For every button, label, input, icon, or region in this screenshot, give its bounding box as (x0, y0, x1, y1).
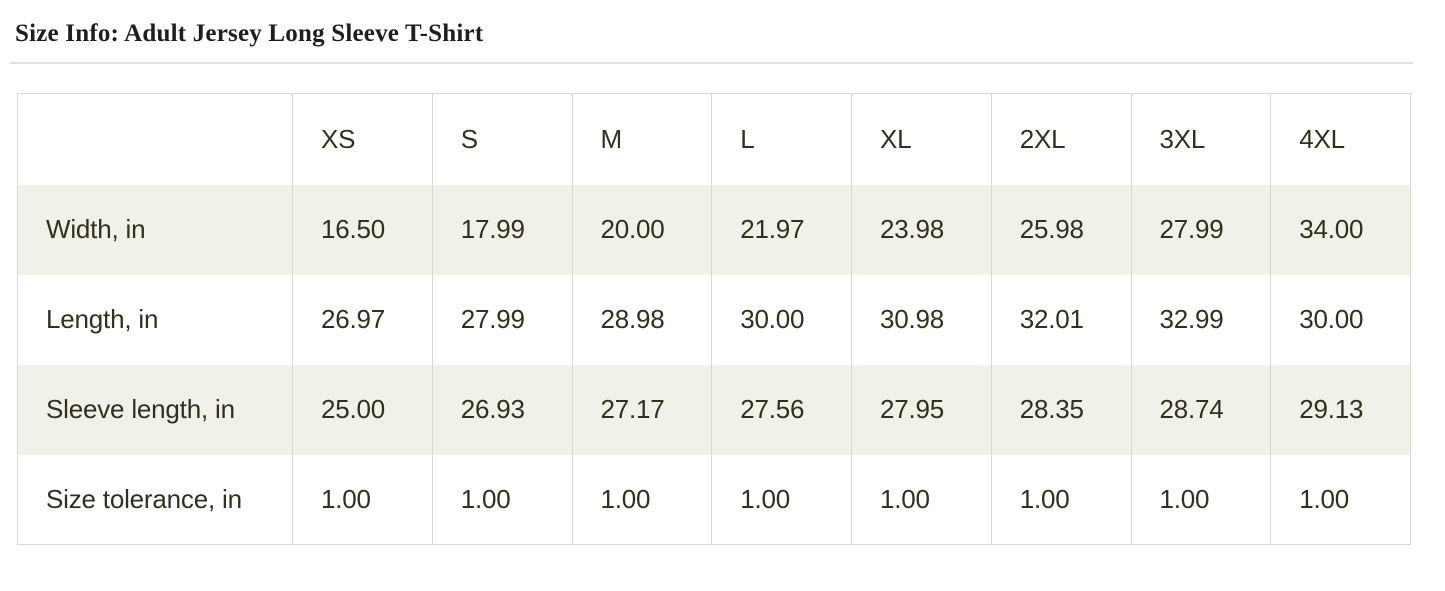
size-value-cell: 30.00 (711, 274, 852, 365)
size-info-table: XS S M L XL 2XL 3XL 4XL Width, in 16.50 … (17, 93, 1411, 546)
size-value-cell: 30.98 (851, 274, 992, 365)
size-value-cell: 1.00 (851, 454, 992, 545)
size-value-cell: 1.00 (1270, 454, 1411, 545)
size-table-container: XS S M L XL 2XL 3XL 4XL Width, in 16.50 … (17, 93, 1445, 546)
table-row-sleeve-length: Sleeve length, in 25.00 26.93 27.17 27.5… (17, 364, 1411, 455)
size-value-cell: 27.17 (571, 364, 712, 455)
size-value-cell: 16.50 (292, 184, 433, 275)
size-column-header-2xl: 2XL (990, 93, 1131, 185)
corner-cell (18, 94, 293, 185)
size-value-cell: 1.00 (292, 454, 433, 545)
row-label: Length, in (46, 304, 159, 335)
size-value-cell: 1.00 (711, 454, 852, 545)
size-value-cell: 27.99 (431, 274, 572, 365)
size-value-cell: 27.95 (851, 364, 992, 455)
size-value-cell: 26.93 (431, 364, 572, 455)
size-value-cell: 32.99 (1130, 274, 1271, 365)
size-value-cell: 25.98 (990, 184, 1131, 275)
size-value-cell: 1.00 (990, 454, 1131, 545)
size-value-cell: 21.97 (711, 184, 852, 275)
size-value-cell: 23.98 (851, 184, 992, 275)
size-value-cell: 1.00 (1130, 454, 1271, 545)
size-value-cell: 17.99 (431, 184, 572, 275)
page-title: Size Info: Adult Jersey Long Sleeve T-Sh… (15, 20, 484, 47)
size-value-cell: 1.00 (431, 454, 572, 545)
size-value-cell: 28.98 (571, 274, 712, 365)
size-value-cell: 27.56 (711, 364, 852, 455)
size-column-header-4xl: 4XL (1270, 93, 1411, 185)
size-value-cell: 20.00 (571, 184, 712, 275)
size-value-cell: 29.13 (1270, 364, 1411, 455)
row-label: Width, in (46, 214, 146, 245)
size-value-cell: 30.00 (1270, 274, 1411, 365)
size-column-header-m: M (571, 93, 712, 185)
size-value-cell: 26.97 (292, 274, 433, 365)
size-value-cell: 34.00 (1270, 184, 1411, 275)
row-label: Sleeve length, in (46, 394, 235, 425)
size-column-header-xs: XS (292, 93, 433, 185)
size-value-cell: 27.99 (1130, 184, 1271, 275)
size-column-header-xl: XL (851, 93, 992, 185)
size-value-cell: 1.00 (571, 454, 712, 545)
size-column-header-l: L (711, 93, 852, 185)
size-value-cell: 32.01 (990, 274, 1131, 365)
table-row-size-tolerance: Size tolerance, in 1.00 1.00 1.00 1.00 1… (18, 454, 1411, 545)
row-label: Size tolerance, in (46, 484, 242, 514)
table-header-row: XS S M L XL 2XL 3XL 4XL (18, 93, 1411, 185)
table-row-width: Width, in 16.50 17.99 20.00 21.97 23.98 … (17, 184, 1411, 275)
size-value-cell: 28.74 (1130, 364, 1271, 455)
size-column-header-3xl: 3XL (1130, 93, 1271, 185)
size-column-header-s: S (431, 93, 572, 185)
size-value-cell: 28.35 (990, 364, 1131, 455)
table-row-length: Length, in 26.97 27.99 28.98 30.00 30.98… (18, 274, 1411, 365)
title-divider (10, 62, 1413, 65)
size-value-cell: 25.00 (292, 364, 433, 455)
